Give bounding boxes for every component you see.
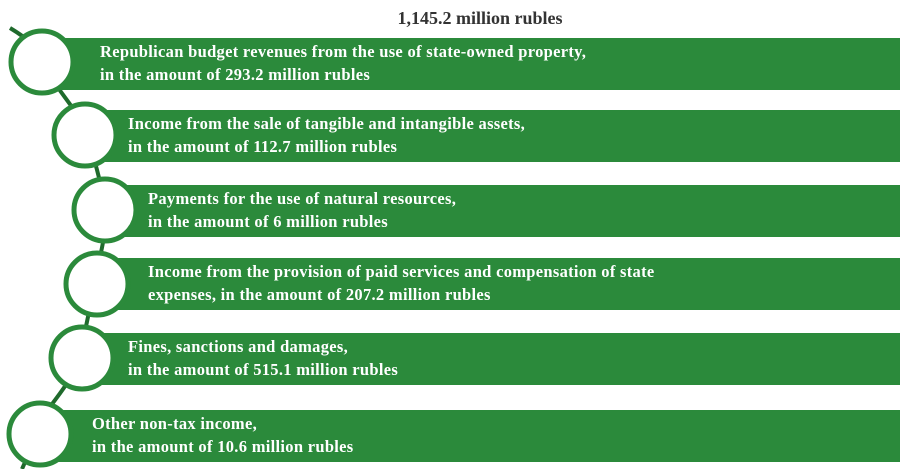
- item-text: Payments for the use of natural resource…: [148, 189, 456, 208]
- item-text: in the amount of 10.6 million rubles: [92, 437, 354, 456]
- item-circle: [63, 250, 131, 318]
- item-bar: [82, 333, 900, 385]
- item-text: in the amount of 112.7 million rubles: [128, 137, 397, 156]
- item-circle: [48, 324, 116, 392]
- item-bar: [42, 38, 900, 90]
- item-bar: [85, 110, 900, 162]
- item-bar: [40, 410, 900, 462]
- item-text: Other non-tax income,: [92, 414, 257, 433]
- item-text: Fines, sanctions and damages,: [128, 337, 348, 356]
- item-circle: [8, 28, 76, 96]
- title: 1,145.2 million rubles: [397, 8, 562, 28]
- item-text: in the amount of 293.2 million rubles: [100, 65, 370, 84]
- items: Republican budget revenues from the use …: [6, 28, 900, 468]
- item-text: Income from the provision of paid servic…: [148, 262, 655, 281]
- item-text: in the amount of 515.1 million rubles: [128, 360, 398, 379]
- item-text: expenses, in the amount of 207.2 million…: [148, 285, 491, 304]
- item-circle: [71, 176, 139, 244]
- item-bar: [105, 185, 900, 237]
- item-text: in the amount of 6 million rubles: [148, 212, 388, 231]
- connector: [8, 26, 108, 469]
- item-circle: [6, 400, 74, 468]
- item-circle: [51, 101, 119, 169]
- item-text: Income from the sale of tangible and int…: [128, 114, 525, 133]
- item-bar: [97, 258, 900, 310]
- item-text: Republican budget revenues from the use …: [100, 42, 586, 61]
